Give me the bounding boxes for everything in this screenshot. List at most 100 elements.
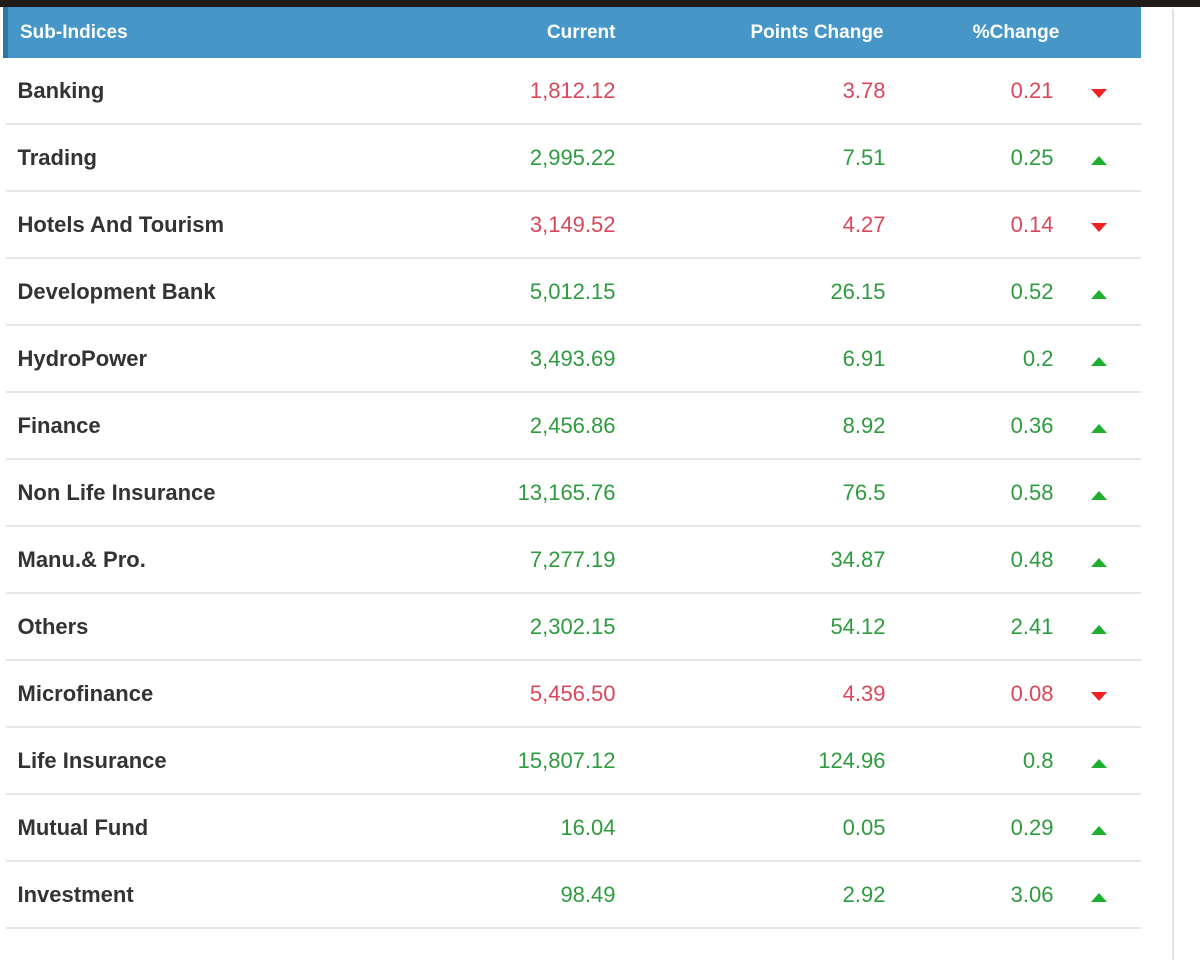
current-value: 13,165.76 bbox=[431, 459, 624, 527]
trend-down-icon bbox=[1091, 222, 1107, 232]
current-value: 98.49 bbox=[431, 861, 624, 929]
percent-change: 0.8 bbox=[891, 727, 1058, 795]
points-change: 34.87 bbox=[623, 526, 892, 594]
trend-up-icon bbox=[1091, 758, 1107, 768]
index-name: HydroPower bbox=[5, 325, 432, 393]
points-change: 8.92 bbox=[623, 392, 892, 460]
points-change: 6.91 bbox=[623, 325, 892, 393]
percent-change: 0.36 bbox=[891, 392, 1058, 460]
trend-cell bbox=[1057, 58, 1141, 125]
table-row: Development Bank 5,012.15 26.15 0.52 bbox=[5, 258, 1141, 326]
percent-change: 0.14 bbox=[891, 191, 1058, 259]
current-value: 5,012.15 bbox=[431, 258, 624, 326]
trend-cell bbox=[1057, 526, 1141, 594]
trend-cell bbox=[1057, 794, 1141, 862]
table-row: Others 2,302.15 54.12 2.41 bbox=[5, 593, 1141, 661]
index-name: Trading bbox=[5, 124, 432, 192]
table-body: Banking 1,812.12 3.78 0.21 Trading 2,995.22 7.… bbox=[5, 58, 1141, 929]
current-value: 3,149.52 bbox=[431, 191, 624, 259]
trend-up-icon bbox=[1091, 356, 1107, 366]
trend-cell bbox=[1057, 124, 1141, 192]
page-column-divider bbox=[1172, 9, 1174, 960]
trend-cell bbox=[1057, 727, 1141, 795]
points-change: 4.39 bbox=[623, 660, 892, 728]
current-value: 1,812.12 bbox=[431, 58, 624, 125]
index-name: Manu.& Pro. bbox=[5, 526, 432, 594]
table-row: Mutual Fund 16.04 0.05 0.29 bbox=[5, 794, 1141, 862]
current-value: 2,456.86 bbox=[431, 392, 624, 460]
points-change: 0.05 bbox=[623, 794, 892, 862]
trend-down-icon bbox=[1091, 691, 1107, 701]
percent-change: 3.06 bbox=[891, 861, 1058, 929]
points-change: 2.92 bbox=[623, 861, 892, 929]
percent-change: 0.29 bbox=[891, 794, 1058, 862]
column-header-percent-change: %Change bbox=[891, 7, 1141, 58]
points-change: 76.5 bbox=[623, 459, 892, 527]
table-row: Banking 1,812.12 3.78 0.21 bbox=[5, 58, 1141, 125]
index-name: Hotels And Tourism bbox=[5, 191, 432, 259]
trend-cell bbox=[1057, 392, 1141, 460]
table-row: Non Life Insurance 13,165.76 76.5 0.58 bbox=[5, 459, 1141, 527]
trend-down-icon bbox=[1091, 88, 1107, 98]
index-name: Others bbox=[5, 593, 432, 661]
trend-up-icon bbox=[1091, 624, 1107, 634]
trend-cell bbox=[1057, 660, 1141, 728]
table-row: Hotels And Tourism 3,149.52 4.27 0.14 bbox=[5, 191, 1141, 259]
column-header-current: Current bbox=[431, 7, 624, 58]
trend-up-icon bbox=[1091, 490, 1107, 500]
current-value: 3,493.69 bbox=[431, 325, 624, 393]
current-value: 2,302.15 bbox=[431, 593, 624, 661]
index-name: Investment bbox=[5, 861, 432, 929]
table-row: HydroPower 3,493.69 6.91 0.2 bbox=[5, 325, 1141, 393]
table-header-row: Sub-Indices Current Points Change %Chang… bbox=[3, 7, 1141, 58]
trend-cell bbox=[1057, 593, 1141, 661]
percent-change: 0.2 bbox=[891, 325, 1058, 393]
table-row: Microfinance 5,456.50 4.39 0.08 bbox=[5, 660, 1141, 728]
table-row: Trading 2,995.22 7.51 0.25 bbox=[5, 124, 1141, 192]
trend-up-icon bbox=[1091, 423, 1107, 433]
percent-change: 0.52 bbox=[891, 258, 1058, 326]
points-change: 4.27 bbox=[623, 191, 892, 259]
table-row: Life Insurance 15,807.12 124.96 0.8 bbox=[5, 727, 1141, 795]
points-change: 26.15 bbox=[623, 258, 892, 326]
current-value: 7,277.19 bbox=[431, 526, 624, 594]
percent-change: 0.58 bbox=[891, 459, 1058, 527]
current-value: 5,456.50 bbox=[431, 660, 624, 728]
points-change: 54.12 bbox=[623, 593, 892, 661]
top-black-bar bbox=[0, 0, 1200, 7]
trend-up-icon bbox=[1091, 155, 1107, 165]
points-change: 7.51 bbox=[623, 124, 892, 192]
trend-cell bbox=[1057, 191, 1141, 259]
index-name: Mutual Fund bbox=[5, 794, 432, 862]
column-header-sub-indices: Sub-Indices bbox=[3, 7, 432, 58]
trend-up-icon bbox=[1091, 557, 1107, 567]
index-name: Development Bank bbox=[5, 258, 432, 326]
percent-change: 2.41 bbox=[891, 593, 1058, 661]
percent-change: 0.25 bbox=[891, 124, 1058, 192]
table-row: Finance 2,456.86 8.92 0.36 bbox=[5, 392, 1141, 460]
sub-indices-table: Sub-Indices Current Points Change %Chang… bbox=[3, 7, 1141, 929]
trend-cell bbox=[1057, 861, 1141, 929]
table-row: Investment 98.49 2.92 3.06 bbox=[5, 861, 1141, 929]
index-name: Life Insurance bbox=[5, 727, 432, 795]
index-name: Microfinance bbox=[5, 660, 432, 728]
index-name: Finance bbox=[5, 392, 432, 460]
current-value: 16.04 bbox=[431, 794, 624, 862]
percent-change: 0.21 bbox=[891, 58, 1058, 125]
trend-cell bbox=[1057, 325, 1141, 393]
percent-change: 0.08 bbox=[891, 660, 1058, 728]
percent-change: 0.48 bbox=[891, 526, 1058, 594]
trend-up-icon bbox=[1091, 892, 1107, 902]
points-change: 3.78 bbox=[623, 58, 892, 125]
trend-cell bbox=[1057, 459, 1141, 527]
current-value: 2,995.22 bbox=[431, 124, 624, 192]
trend-cell bbox=[1057, 258, 1141, 326]
trend-up-icon bbox=[1091, 289, 1107, 299]
trend-up-icon bbox=[1091, 825, 1107, 835]
table-row: Manu.& Pro. 7,277.19 34.87 0.48 bbox=[5, 526, 1141, 594]
points-change: 124.96 bbox=[623, 727, 892, 795]
index-name: Banking bbox=[5, 58, 432, 125]
column-header-points-change: Points Change bbox=[623, 7, 892, 58]
index-name: Non Life Insurance bbox=[5, 459, 432, 527]
current-value: 15,807.12 bbox=[431, 727, 624, 795]
